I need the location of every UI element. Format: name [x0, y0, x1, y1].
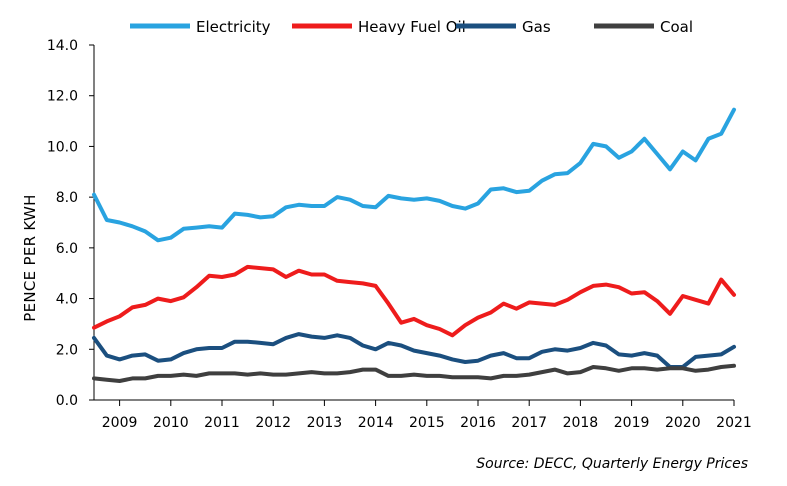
legend-label-coal: Coal — [660, 18, 693, 36]
source-note: Source: DECC, Quarterly Energy Prices — [476, 456, 748, 472]
x-tick-label: 2013 — [307, 415, 343, 431]
y-axis-label: PENCE PER KWH — [21, 194, 39, 322]
x-axis: 2009 2010 2011 2012 2013 2014 2015 2016 2017 2018… — [94, 399, 752, 431]
y-tick-label: 10.0 — [47, 139, 78, 155]
x-tick-label: 2021 — [716, 415, 752, 431]
legend-label-electricity: Electricity — [196, 18, 271, 36]
y-tick-label: 2.0 — [56, 342, 78, 358]
legend-label-heavy-fuel-oil: Heavy Fuel Oil — [358, 18, 466, 36]
y-tick-label: 0.0 — [56, 393, 78, 409]
y-tick-label: 4.0 — [56, 292, 78, 308]
x-tick-label: 2011 — [204, 415, 240, 431]
x-tick-label: 2019 — [614, 415, 650, 431]
series-line-electricity — [92, 107, 736, 243]
y-tick-label: 8.0 — [56, 190, 78, 206]
series-line-coal — [92, 363, 736, 383]
x-tick-label: 2015 — [409, 415, 445, 431]
series-group — [92, 107, 736, 383]
series-line-heavy-fuel-oil — [92, 264, 736, 338]
series-line-gas — [92, 332, 736, 369]
y-tick-label: 12.0 — [47, 89, 78, 105]
x-tick-label: 2018 — [563, 415, 599, 431]
y-axis: 0.0 2.0 4.0 6.0 8.0 10.0 12.0 14.0 — [47, 38, 95, 409]
legend-label-gas: Gas — [522, 18, 551, 36]
y-tick-label: 6.0 — [56, 241, 78, 257]
x-tick-label: 2010 — [153, 415, 189, 431]
y-tick-label: 14.0 — [47, 38, 78, 54]
x-tick-label: 2012 — [255, 415, 291, 431]
legend: Electricity Heavy Fuel Oil Gas Coal — [130, 18, 693, 36]
x-tick-label: 2009 — [102, 415, 138, 431]
x-tick-label: 2020 — [665, 415, 701, 431]
x-tick-label: 2016 — [460, 415, 496, 431]
x-tick-label: 2017 — [511, 415, 547, 431]
x-tick-label: 2014 — [358, 415, 394, 431]
